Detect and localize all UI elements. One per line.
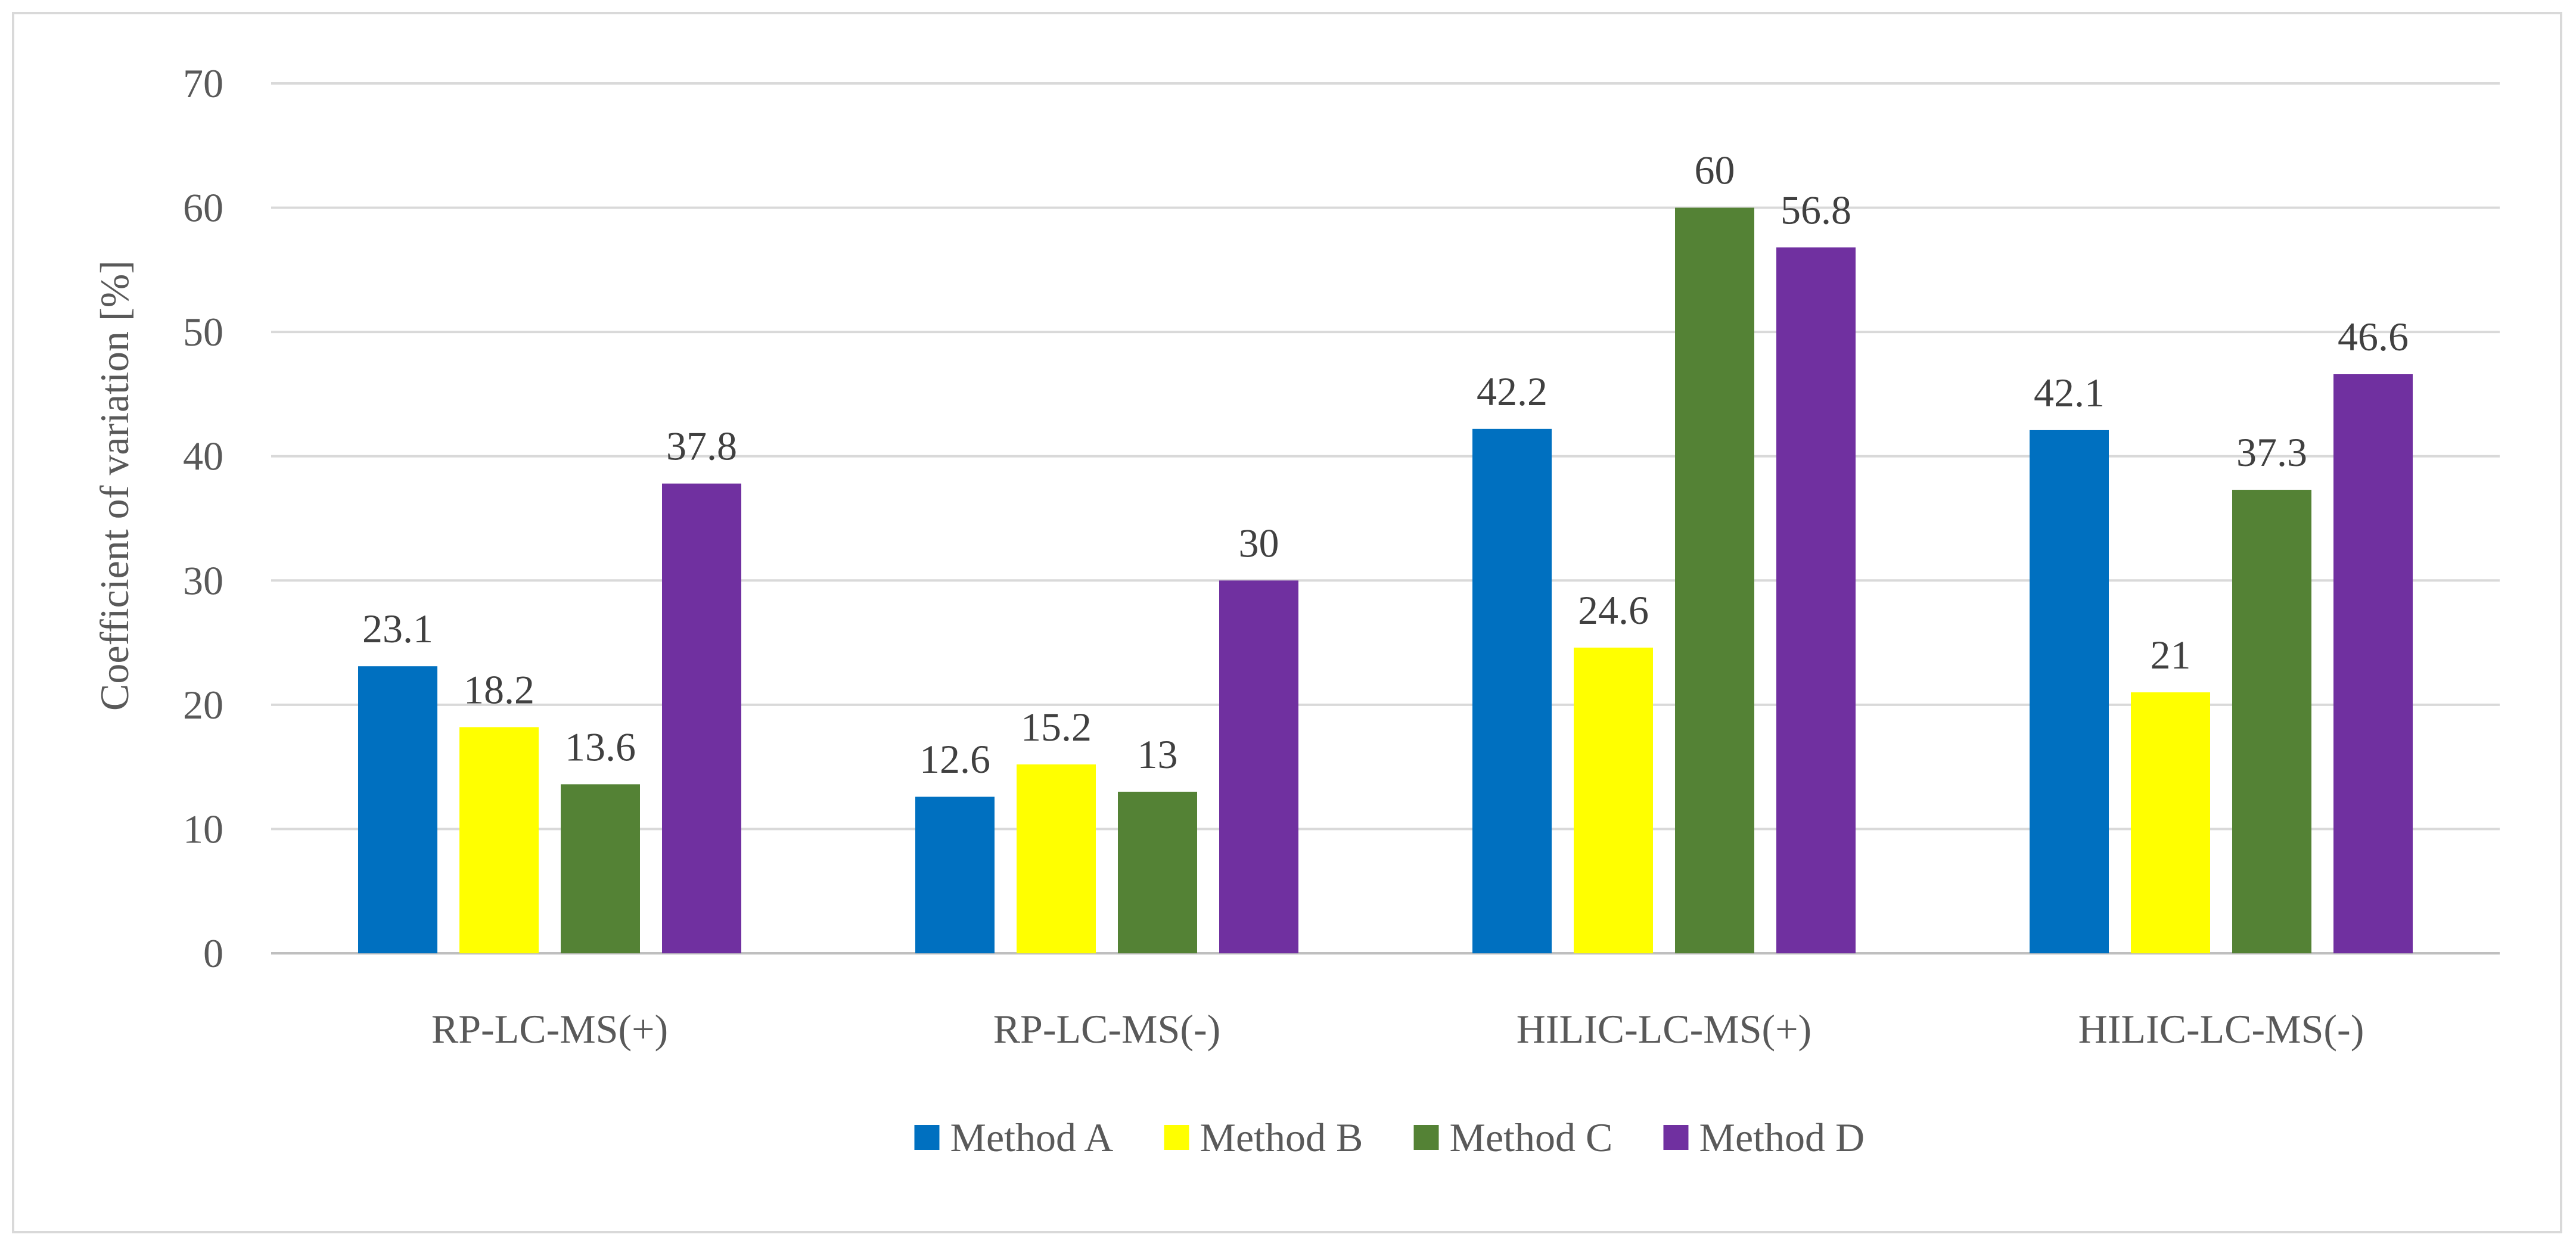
bar-method-a [1472,428,1552,953]
y-tick-label: 60 [183,185,223,231]
legend-label-method-d: Method D [1699,1115,1865,1160]
bar-method-c [2232,490,2311,953]
y-tick-label: 70 [183,61,223,106]
data-label: 18.2 [464,667,535,712]
legend-label-method-a: Method A [950,1115,1114,1160]
data-label: 24.6 [1578,587,1649,633]
bar-method-d [662,483,741,953]
data-label: 42.2 [1477,369,1548,414]
data-label: 56.8 [1780,187,1851,232]
bar-method-a [358,666,437,953]
legend-swatch-method-b [1164,1125,1189,1150]
data-label: 46.6 [2338,314,2409,359]
data-label: 42.1 [2034,370,2105,415]
y-tick-label: 50 [183,309,223,355]
x-category-label: RP-LC-MS(+) [431,1006,668,1052]
bar-method-b [459,727,539,953]
bars [358,207,2413,954]
data-label: 13 [1138,732,1178,777]
bar-method-d [1776,247,1856,953]
bar-method-b [1017,764,1096,953]
y-tick-label: 40 [183,434,223,479]
x-axis-categories: RP-LC-MS(+) RP-LC-MS(-) HILIC-LC-MS(+) HILI… [431,1006,2364,1052]
y-tick-label: 0 [203,931,223,976]
bar-method-d [2333,374,2413,953]
bar-method-c [1118,791,1197,953]
x-category-label: HILIC-LC-MS(+) [1517,1006,1811,1052]
y-tick-label: 30 [183,558,223,603]
legend-swatch-method-c [1413,1125,1439,1150]
bar-method-c [561,784,640,953]
y-tick-label: 20 [183,682,223,727]
data-label: 23.1 [362,606,433,651]
legend-swatch-method-d [1663,1125,1689,1150]
y-axis-title: Coefficient of variation [%] [92,260,137,711]
data-label: 30 [1239,520,1279,565]
gridlines [271,82,2500,954]
y-tick-label: 10 [183,806,223,851]
bar-method-a [915,797,995,953]
legend-swatch-method-a [914,1125,940,1150]
data-label: 21 [2151,632,2191,677]
y-axis-ticks: 0 10 20 30 40 50 60 70 [183,61,223,976]
x-category-label: HILIC-LC-MS(-) [2078,1006,2364,1052]
data-label: 15.2 [1021,704,1092,750]
legend: Method A Method B Method C Method D [914,1115,1865,1160]
data-label: 37.8 [666,424,737,469]
bar-method-a [2030,430,2109,953]
data-label: 13.6 [565,724,636,769]
legend-label-method-c: Method C [1450,1115,1613,1160]
legend-label-method-b: Method B [1200,1115,1363,1160]
x-category-label: RP-LC-MS(-) [993,1006,1221,1052]
bar-method-b [2131,692,2210,953]
data-label: 12.6 [919,736,990,782]
bar-method-b [1574,647,1653,953]
data-label: 37.3 [2236,430,2307,475]
bar-method-c [1675,207,1754,954]
bar-method-d [1219,580,1298,953]
data-label: 60 [1695,148,1735,193]
data-labels: 23.1 18.2 13.6 37.8 12.6 15.2 13 30 42.2 24.6 60 56… [362,148,2409,782]
